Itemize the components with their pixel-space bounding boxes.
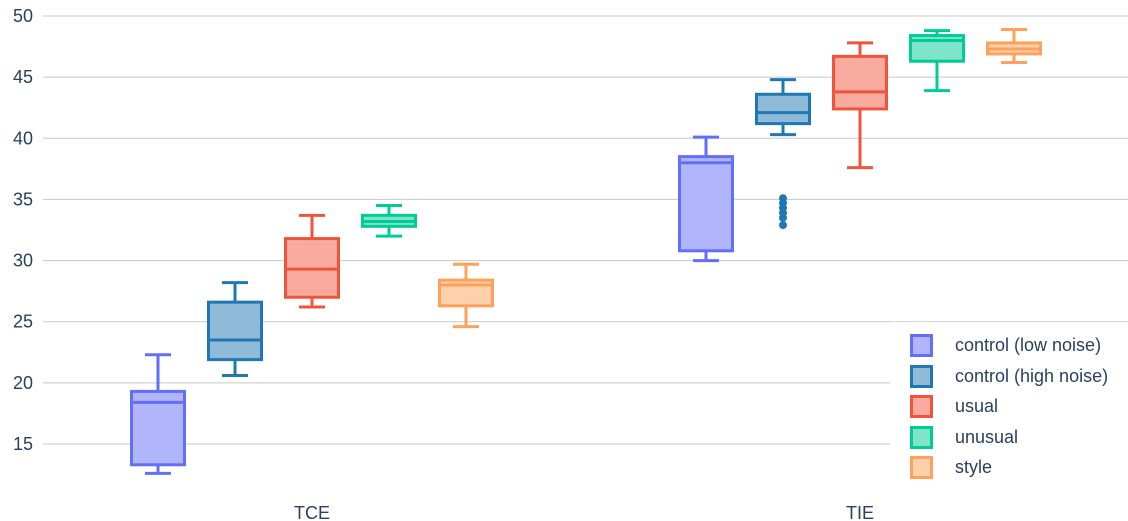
legend-label: usual xyxy=(955,395,999,416)
y-axis-tick-labels: 15 20 25 30 35 40 45 50 xyxy=(13,6,33,454)
legend-item-unusual[interactable]: unusual xyxy=(890,425,1018,449)
box-iqr xyxy=(678,155,734,253)
y-tick-label: 35 xyxy=(13,189,33,209)
y-tick-label: 25 xyxy=(13,312,33,332)
y-tick-label: 40 xyxy=(13,128,33,148)
legend-label: style xyxy=(955,456,993,477)
legend-item-control-high-noise[interactable]: control (high noise) xyxy=(890,364,1108,388)
box-usual-tie xyxy=(832,41,888,170)
y-tick-label: 20 xyxy=(13,373,33,393)
legend-swatch xyxy=(910,364,933,388)
box-unusual-tie xyxy=(909,29,965,93)
legend: control (low noise) control (high noise)… xyxy=(890,322,1128,492)
outlier-point xyxy=(779,194,787,203)
box-style-tie xyxy=(986,27,1042,64)
y-tick-label: 50 xyxy=(13,6,33,26)
x-category-label: TCE xyxy=(294,503,330,521)
box-control-high-noise-tce xyxy=(207,281,263,378)
legend-swatch xyxy=(910,394,933,418)
box-style-tce xyxy=(438,262,494,329)
legend-label: control (low noise) xyxy=(955,334,1102,355)
y-tick-label: 45 xyxy=(13,67,33,87)
box-control-high-noise-tie xyxy=(755,78,811,230)
outlier-point xyxy=(779,221,787,230)
x-category-label: TIE xyxy=(846,503,874,521)
box-usual-tce xyxy=(284,213,340,309)
y-tick-label: 15 xyxy=(13,434,33,454)
legend-label: control (high noise) xyxy=(955,365,1109,386)
box-iqr xyxy=(832,54,888,111)
y-tick-label: 30 xyxy=(13,251,33,271)
legend-swatch xyxy=(910,455,933,479)
box-unusual-tce xyxy=(361,204,417,238)
box-iqr xyxy=(755,92,811,126)
legend-item-control-low-noise[interactable]: control (low noise) xyxy=(890,333,1101,357)
legend-item-style[interactable]: style xyxy=(890,455,992,479)
box-control-low-noise-tie xyxy=(678,135,734,263)
x-axis-category-labels: TCE TIE xyxy=(294,503,874,521)
legend-swatch xyxy=(910,425,933,449)
box-control-low-noise-tce xyxy=(130,353,186,475)
box-iqr xyxy=(207,300,263,362)
legend-swatch xyxy=(910,333,933,357)
box-series xyxy=(130,27,1042,475)
legend-item-usual[interactable]: usual xyxy=(890,394,998,418)
legend-label: unusual xyxy=(955,426,1019,447)
